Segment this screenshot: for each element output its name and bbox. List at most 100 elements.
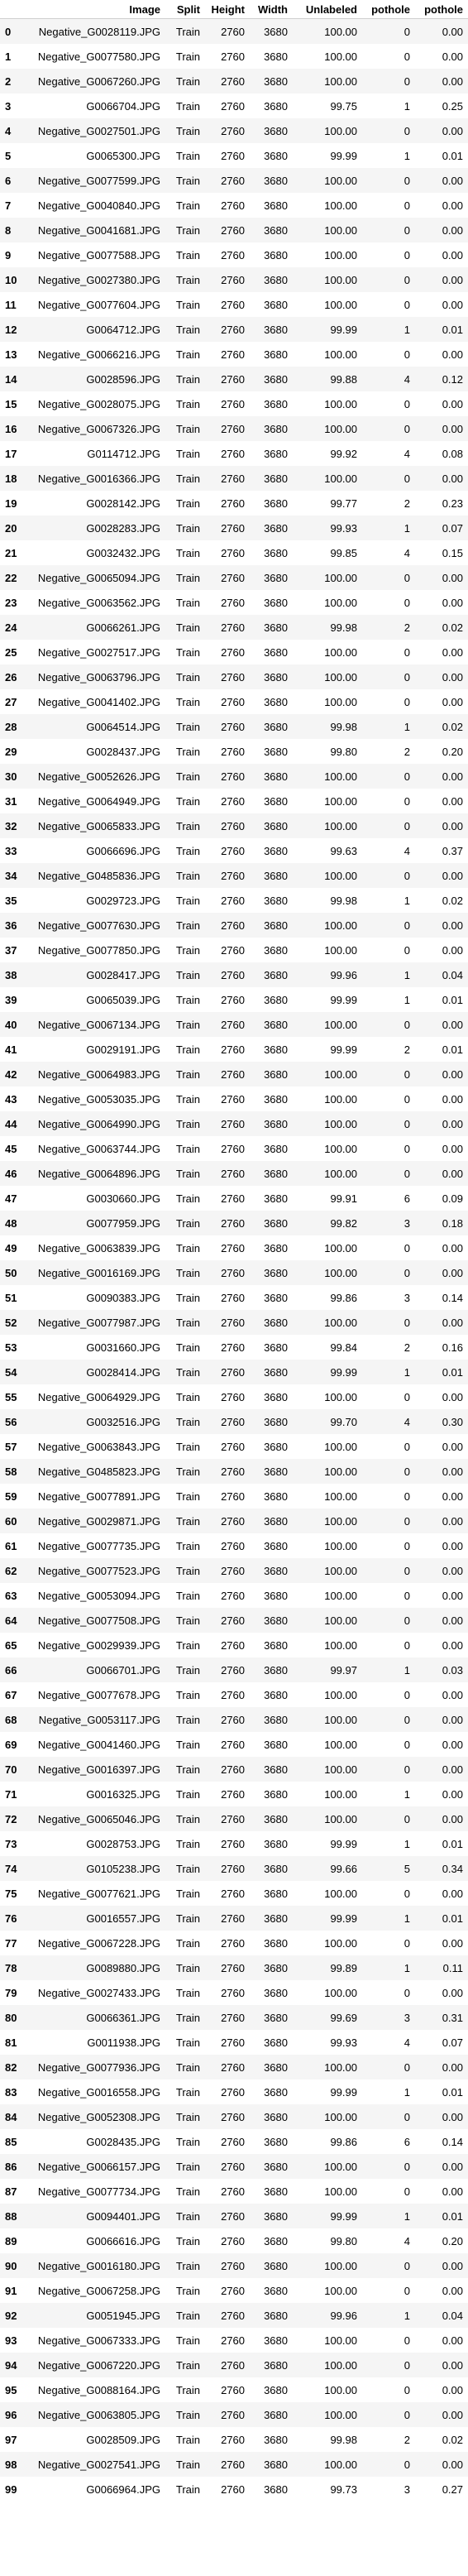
image-cell: G0064514.JPG bbox=[86, 720, 160, 733]
split-cell: Train bbox=[175, 1738, 200, 1751]
pothole-count-cell: 1 bbox=[404, 2309, 410, 2322]
pothole-count-cell: 0 bbox=[404, 50, 410, 63]
row-index: 86 bbox=[5, 2160, 17, 2173]
table-row: 83 Negative_G0016558.JPG Train 2760 3680 99.9… bbox=[0, 2080, 468, 2104]
image-cell: Negative_G0027501.JPG bbox=[37, 124, 160, 137]
pothole-count-cell: 0 bbox=[404, 1812, 410, 1825]
width-cell: 3680 bbox=[264, 869, 288, 882]
table-row: 1 Negative_G0077580.JPG Train 2760 3680 100.0… bbox=[0, 44, 468, 69]
image-cell: Negative_G0067220.JPG bbox=[37, 2358, 160, 2372]
table-row: 40 Negative_G0067134.JPG Train 2760 3680 100.… bbox=[0, 1012, 468, 1037]
split-cell: Train bbox=[175, 1564, 200, 1577]
split-cell: Train bbox=[175, 1862, 200, 1875]
split-cell: Train bbox=[175, 546, 200, 559]
row-index: 62 bbox=[5, 1564, 17, 1577]
width-cell: 3680 bbox=[264, 695, 288, 708]
split-cell: Train bbox=[175, 2160, 200, 2173]
pothole-count-cell: 3 bbox=[404, 1291, 410, 1304]
split-cell: Train bbox=[175, 1266, 200, 1279]
table-row: 60 Negative_G0029871.JPG Train 2760 3680 100.… bbox=[0, 1509, 468, 1533]
pothole-percent-cell: 0.00 bbox=[442, 2383, 463, 2396]
image-cell: G0066964.JPG bbox=[86, 2482, 160, 2496]
image-cell: Negative_G0485823.JPG bbox=[37, 1465, 160, 1478]
height-cell: 2760 bbox=[221, 2234, 245, 2247]
width-cell: 3680 bbox=[264, 1440, 288, 1453]
width-cell: 3680 bbox=[264, 571, 288, 584]
pothole-percent-cell: 0.02 bbox=[442, 2433, 463, 2446]
pothole-count-cell: 1 bbox=[404, 2209, 410, 2223]
split-cell: Train bbox=[175, 770, 200, 783]
split-cell: Train bbox=[175, 1192, 200, 1205]
width-cell: 3680 bbox=[264, 1763, 288, 1776]
table-row: 35 G0029723.JPG Train 2760 3680 99.98 1 0.02 bbox=[0, 888, 468, 913]
image-cell: Negative_G0029939.JPG bbox=[37, 1638, 160, 1652]
pothole-percent-cell: 0.00 bbox=[442, 1241, 463, 1254]
table-row: 61 Negative_G0077735.JPG Train 2760 3680 100.… bbox=[0, 1533, 468, 1558]
table-row: 13 Negative_G0066216.JPG Train 2760 3680 100.… bbox=[0, 342, 468, 367]
unlabeled-cell: 100.00 bbox=[324, 298, 357, 311]
split-cell: Train bbox=[175, 844, 200, 857]
table-row: 15 Negative_G0028075.JPG Train 2760 3680 100.… bbox=[0, 391, 468, 416]
row-index: 22 bbox=[5, 571, 17, 584]
width-cell: 3680 bbox=[264, 919, 288, 932]
width-cell: 3680 bbox=[264, 472, 288, 485]
width-cell: 3680 bbox=[264, 2160, 288, 2173]
split-cell: Train bbox=[175, 174, 200, 187]
unlabeled-cell: 100.00 bbox=[324, 919, 357, 932]
height-cell: 2760 bbox=[221, 323, 245, 336]
unlabeled-cell: 100.00 bbox=[324, 1067, 357, 1081]
row-index: 77 bbox=[5, 1936, 17, 1950]
table-row: 34 Negative_G0485836.JPG Train 2760 3680 100.… bbox=[0, 863, 468, 888]
unlabeled-cell: 100.00 bbox=[324, 695, 357, 708]
unlabeled-cell: 99.98 bbox=[330, 894, 357, 907]
table-row: 79 Negative_G0027433.JPG Train 2760 3680 100.… bbox=[0, 1980, 468, 2005]
unlabeled-cell: 100.00 bbox=[324, 1688, 357, 1701]
pothole-percent-cell: 0.00 bbox=[442, 1092, 463, 1106]
pothole-percent-cell: 0.00 bbox=[442, 670, 463, 684]
image-cell: Negative_G0053035.JPG bbox=[37, 1092, 160, 1106]
row-index: 37 bbox=[5, 943, 17, 957]
table-row: 11 Negative_G0077604.JPG Train 2760 3680 100.… bbox=[0, 292, 468, 317]
row-index: 36 bbox=[5, 919, 17, 932]
height-cell: 2760 bbox=[221, 25, 245, 38]
pothole-percent-cell: 0.00 bbox=[442, 1489, 463, 1503]
pothole-percent-cell: 0.15 bbox=[442, 546, 463, 559]
pothole-count-cell: 0 bbox=[404, 1986, 410, 1999]
pothole-percent-cell: 0.00 bbox=[442, 1117, 463, 1130]
image-cell: G0032516.JPG bbox=[86, 1415, 160, 1428]
unlabeled-cell: 100.00 bbox=[324, 1614, 357, 1627]
image-cell: G0028437.JPG bbox=[86, 745, 160, 758]
width-cell: 3680 bbox=[264, 2334, 288, 2347]
width-cell: 3680 bbox=[264, 2408, 288, 2421]
unlabeled-cell: 99.99 bbox=[330, 2085, 357, 2099]
split-cell: Train bbox=[175, 1837, 200, 1850]
image-cell: Negative_G0077523.JPG bbox=[37, 1564, 160, 1577]
pothole-percent-cell: 0.00 bbox=[442, 2185, 463, 2198]
height-cell: 2760 bbox=[221, 1763, 245, 1776]
pothole-count-cell: 0 bbox=[404, 819, 410, 832]
split-cell: Train bbox=[175, 2408, 200, 2421]
pothole-percent-cell: 0.14 bbox=[442, 2135, 463, 2148]
unlabeled-cell: 100.00 bbox=[324, 25, 357, 38]
height-cell: 2760 bbox=[221, 1117, 245, 1130]
height-cell: 2760 bbox=[221, 496, 245, 510]
unlabeled-cell: 100.00 bbox=[324, 596, 357, 609]
table-row: 67 Negative_G0077678.JPG Train 2760 3680 100.… bbox=[0, 1682, 468, 1707]
image-cell: Negative_G0067228.JPG bbox=[37, 1936, 160, 1950]
width-cell: 3680 bbox=[264, 1638, 288, 1652]
row-index: 45 bbox=[5, 1142, 17, 1155]
row-index: 49 bbox=[5, 1241, 17, 1254]
table-row: 19 G0028142.JPG Train 2760 3680 99.77 2 0.23 bbox=[0, 491, 468, 516]
table-row: 6 Negative_G0077599.JPG Train 2760 3680 100.0… bbox=[0, 168, 468, 193]
image-cell: Negative_G0028119.JPG bbox=[38, 25, 160, 38]
pothole-percent-cell: 0.00 bbox=[442, 273, 463, 286]
row-index: 95 bbox=[5, 2383, 17, 2396]
table-row: 82 Negative_G0077936.JPG Train 2760 3680 100.… bbox=[0, 2055, 468, 2080]
pothole-count-cell: 0 bbox=[404, 1763, 410, 1776]
image-cell: Negative_G0067260.JPG bbox=[37, 74, 160, 88]
unlabeled-cell: 100.00 bbox=[324, 1142, 357, 1155]
split-cell: Train bbox=[175, 2458, 200, 2471]
width-cell: 3680 bbox=[264, 149, 288, 162]
table-row: 3 G0066704.JPG Train 2760 3680 99.75 1 0.25 bbox=[0, 94, 468, 118]
height-cell: 2760 bbox=[221, 745, 245, 758]
